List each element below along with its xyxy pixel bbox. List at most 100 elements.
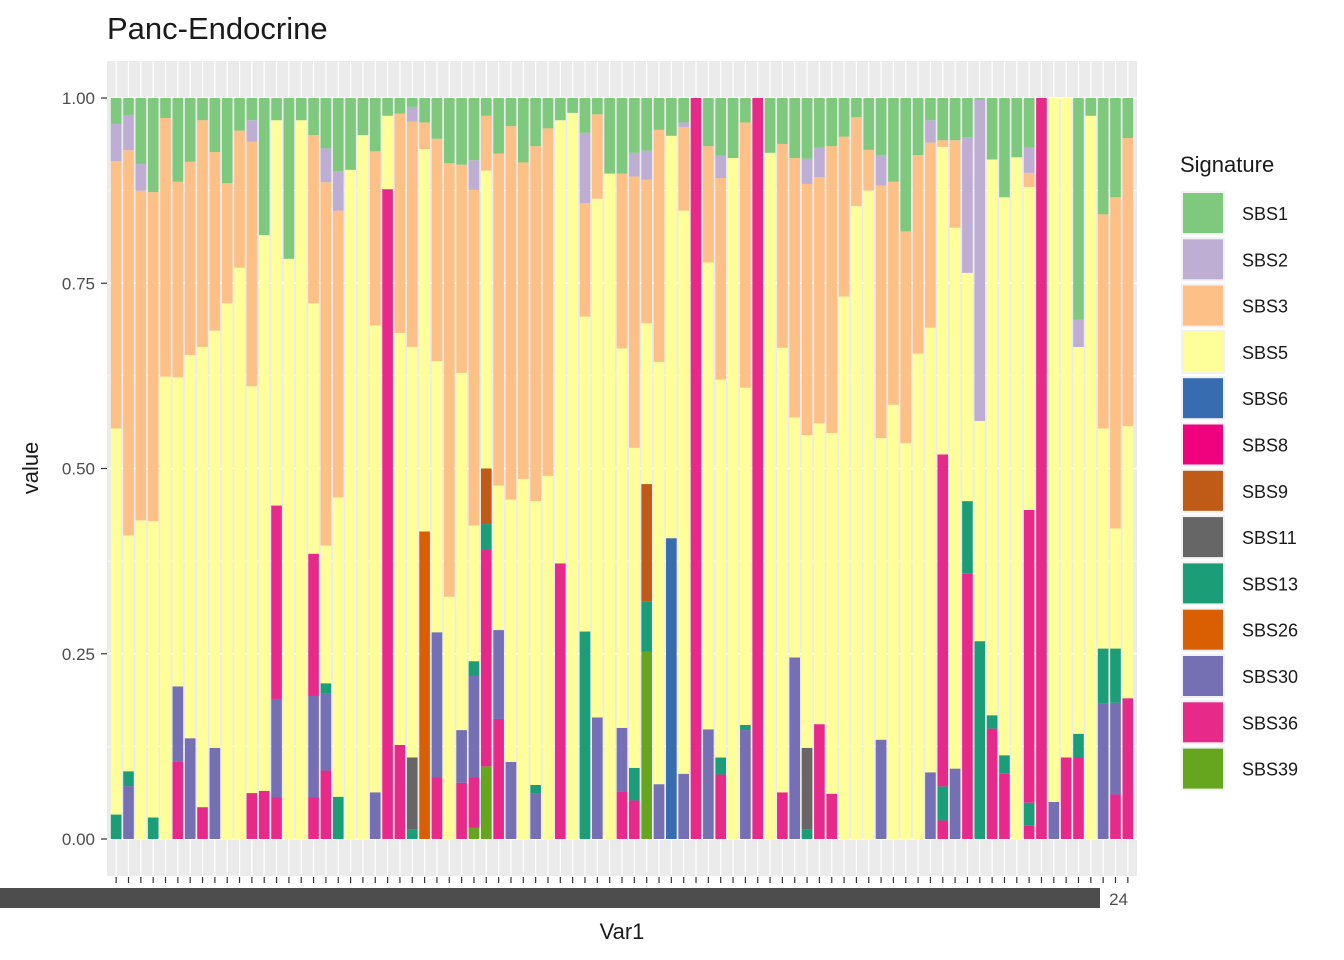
bar-segment-SBS3 <box>431 138 443 362</box>
bar-segment-SBS1 <box>900 98 912 232</box>
bar-segment-SBS36 <box>1023 509 1035 803</box>
bar-segment-SBS30 <box>431 632 443 778</box>
bar-segment-SBS30 <box>172 686 184 762</box>
bar-segment-SBS9 <box>641 484 652 602</box>
legend-label: SBS11 <box>1242 528 1297 548</box>
bar-segment-SBS3 <box>135 190 147 521</box>
bar-segment-SBS5 <box>369 325 381 793</box>
bar-segment-SBS1 <box>604 98 615 174</box>
bar-segment-SBS5 <box>1073 346 1084 734</box>
legend-item: SBS30 <box>1181 654 1298 698</box>
bar-segment-SBS1 <box>863 98 875 150</box>
bar-segment-SBS3 <box>592 114 603 199</box>
bar-stack <box>888 98 899 839</box>
bar-segment-SBS5 <box>789 417 801 658</box>
bar-segment-SBS3 <box>1097 214 1109 429</box>
legend-label: SBS36 <box>1242 713 1298 733</box>
bar-stack <box>690 98 702 839</box>
bar-segment-SBS13 <box>801 829 813 839</box>
bar-stack <box>320 98 332 839</box>
bar-segment-SBS1 <box>443 98 455 164</box>
bar-segment-SBS36 <box>480 550 492 767</box>
bar-segment-SBS13 <box>1097 648 1109 704</box>
bar-segment-SBS36 <box>456 782 467 839</box>
bar-segment-SBS3 <box>801 183 813 436</box>
bar-segment-SBS36 <box>555 563 566 839</box>
bar-segment-SBS1 <box>715 98 727 156</box>
bar-segment-SBS5 <box>431 361 443 633</box>
bar-segment-SBS1 <box>184 98 196 162</box>
bar-segment-SBS1 <box>912 98 924 156</box>
bar-segment-SBS1 <box>197 98 208 121</box>
bar-segment-SBS36 <box>777 792 788 839</box>
bar-segment-SBS3 <box>740 122 751 388</box>
bar-segment-SBS5 <box>999 197 1010 756</box>
bar-segment-SBS13 <box>715 757 727 775</box>
bar-stack <box>653 98 665 839</box>
bar-stack <box>332 98 344 839</box>
bar-segment-SBS3 <box>949 140 961 228</box>
legend-label: SBS9 <box>1242 482 1288 502</box>
bar-segment-SBS5 <box>160 376 171 839</box>
legend-item: SBS13 <box>1181 561 1298 606</box>
bar-segment-SBS5 <box>530 501 541 785</box>
bar-segment-SBS5 <box>271 120 282 506</box>
bar-stack <box>542 98 554 839</box>
legend-swatch <box>1183 517 1223 558</box>
bar-segment-SBS1 <box>777 98 788 144</box>
bar-segment-SBS5 <box>295 120 307 840</box>
bar-segment-SBS3 <box>789 158 801 418</box>
bar-stack <box>406 98 418 839</box>
bar-segment-SBS1 <box>764 98 776 153</box>
bar-segment-SBS1 <box>555 98 566 121</box>
bar-segment-SBS36 <box>814 724 825 839</box>
bar-segment-SBS5 <box>727 158 739 839</box>
bar-stack <box>172 98 184 839</box>
bar-segment-SBS1 <box>1122 98 1134 139</box>
bar-segment-SBS3 <box>419 122 430 150</box>
bar-segment-SBS30 <box>949 768 961 839</box>
bar-stack <box>271 98 282 839</box>
bar-stack <box>604 98 615 839</box>
x-tick-label: 24 <box>1109 890 1128 909</box>
bar-stack <box>530 98 541 839</box>
bar-segment-SBS1 <box>493 98 504 154</box>
bar-segment-SBS3 <box>653 129 665 362</box>
x-tick-labels: 24 <box>0 888 1128 909</box>
bar-stack <box>1085 98 1097 839</box>
bar-segment-SBS5 <box>394 332 406 745</box>
bar-segment-SBS5 <box>320 545 332 684</box>
bar-stack <box>974 98 986 839</box>
bar-segment-SBS3 <box>394 113 406 333</box>
bar-segment-SBS5 <box>875 438 887 740</box>
bar-segment-SBS5 <box>135 520 147 839</box>
legend-swatch <box>1183 193 1223 233</box>
x-tick-label-overlap <box>0 888 1100 908</box>
legend-label: SBS2 <box>1242 250 1288 270</box>
bar-segment-SBS3 <box>517 162 529 479</box>
legend-swatch <box>1183 563 1223 604</box>
bar-stack <box>641 98 652 839</box>
bar-segment-SBS13 <box>480 524 492 551</box>
bar-segment-SBS1 <box>283 98 295 259</box>
bar-segment-SBS5 <box>197 346 208 808</box>
bar-segment-SBS30 <box>1097 703 1109 839</box>
bar-stack <box>629 98 640 839</box>
bar-stack <box>443 98 455 839</box>
bar-segment-SBS3 <box>851 117 862 207</box>
bar-segment-SBS30 <box>505 761 517 839</box>
bar-segment-SBS13 <box>974 641 986 839</box>
bar-segment-SBS5 <box>419 149 430 532</box>
legend-item: SBS11 <box>1181 515 1297 560</box>
bar-segment-SBS3 <box>814 177 825 424</box>
bar-segment-SBS3 <box>925 142 936 328</box>
bar-segment-SBS1 <box>1097 98 1109 215</box>
bar-segment-SBS26 <box>419 531 430 839</box>
legend-label: SBS8 <box>1242 436 1288 456</box>
bar-stack <box>727 98 739 839</box>
bar-segment-SBS1 <box>332 98 344 172</box>
bar-stack <box>209 98 221 839</box>
bar-segment-SBS1 <box>258 98 270 236</box>
bar-stack <box>382 98 393 839</box>
